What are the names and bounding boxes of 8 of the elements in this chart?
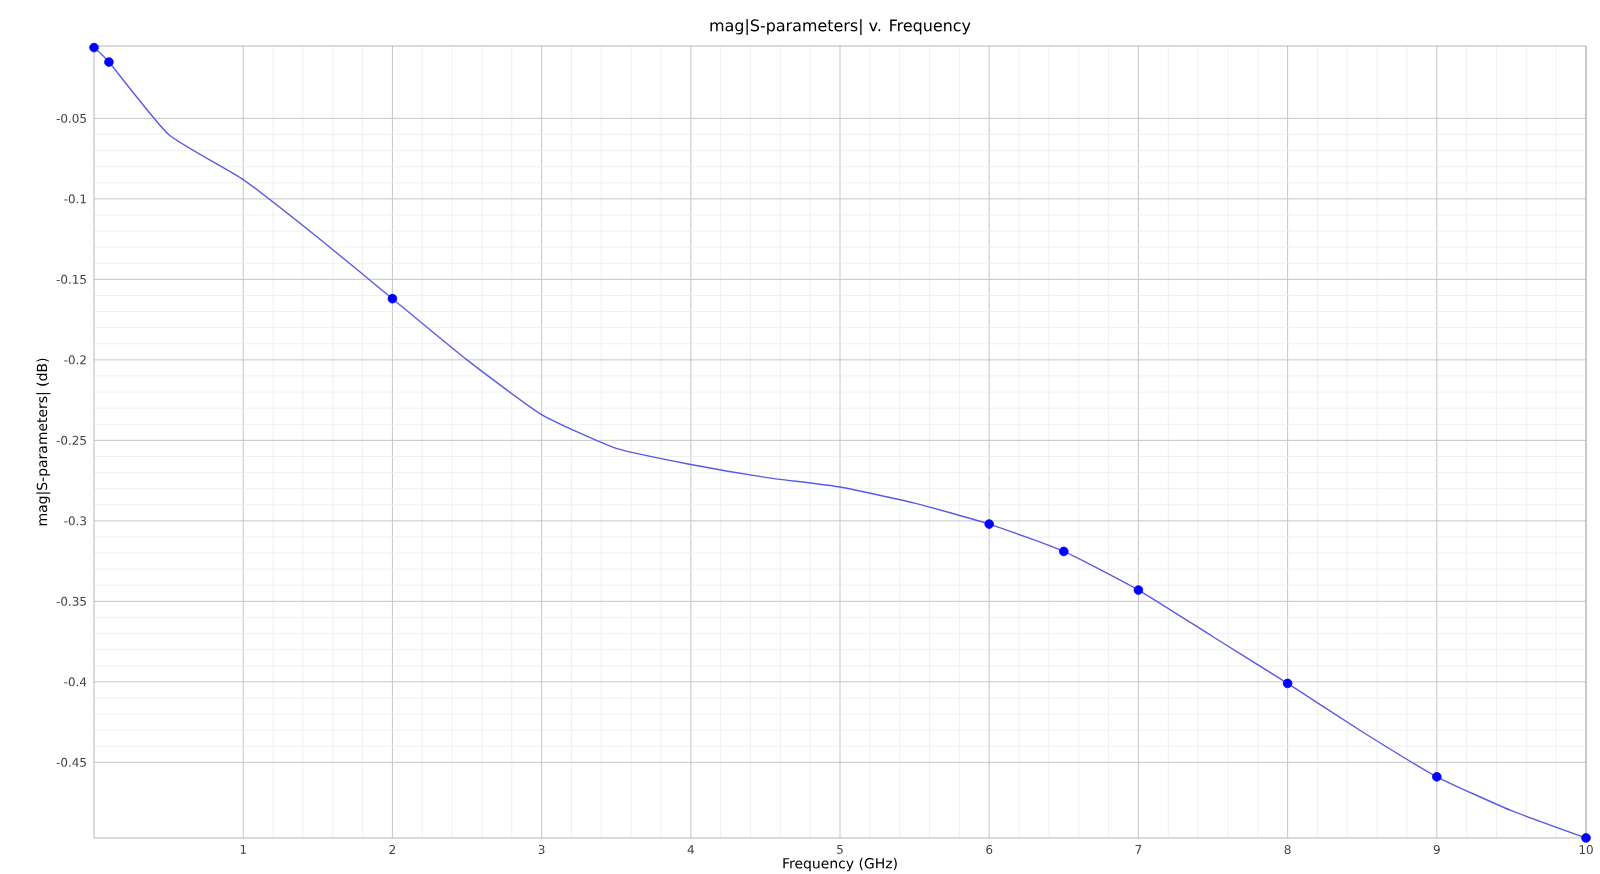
- point: [1282, 678, 1293, 689]
- point: [387, 293, 398, 304]
- point: [1133, 585, 1144, 595]
- point: [89, 42, 99, 53]
- point: [104, 57, 114, 67]
- point: [984, 519, 994, 529]
- point: [1432, 772, 1442, 782]
- point: [1059, 546, 1069, 557]
